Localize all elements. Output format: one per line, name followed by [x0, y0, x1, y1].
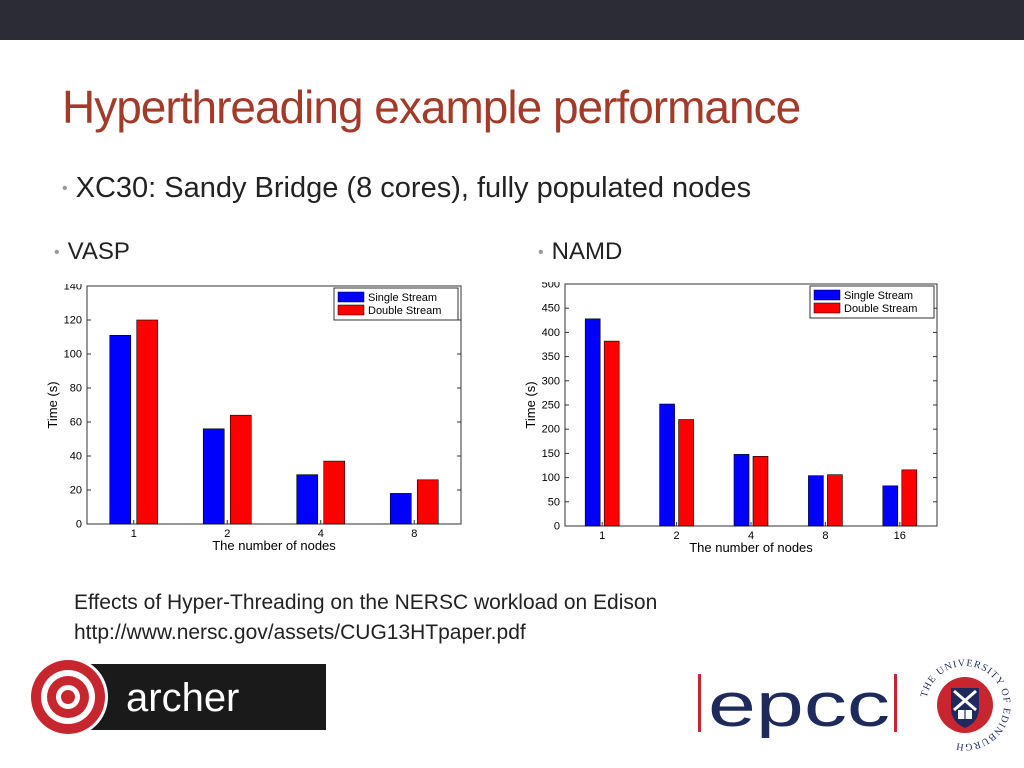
legend-swatch — [337, 291, 365, 303]
bar-double-stream — [323, 460, 346, 525]
y-tick-label: 200 — [542, 424, 560, 436]
y-tick-label: 40 — [70, 451, 82, 463]
caption: Effects of Hyper-Threading on the NERSC … — [74, 588, 657, 648]
x-tick-label: 16 — [894, 530, 906, 542]
y-tick-label: 250 — [542, 400, 560, 412]
y-tick-label: 80 — [70, 383, 82, 395]
namd-bullet: • NAMD — [538, 238, 622, 266]
bar-single-stream — [389, 493, 412, 525]
x-tick-label: 2 — [224, 528, 230, 540]
bar-single-stream — [733, 454, 750, 527]
y-axis-label: Time (s) — [523, 381, 538, 428]
vasp-bullet: • VASP — [54, 238, 130, 266]
y-tick-label: 300 — [542, 375, 560, 387]
bullet-dot-icon: • — [54, 243, 60, 261]
legend-label: Double Stream — [844, 303, 917, 315]
bar-double-stream — [901, 469, 918, 527]
y-tick-label: 350 — [542, 351, 560, 363]
legend-swatch — [337, 304, 365, 316]
bullet-dot-icon: • — [538, 243, 544, 261]
bar-single-stream — [202, 428, 225, 525]
y-tick-label: 0 — [76, 519, 82, 531]
archer-logo-text: archer — [126, 676, 239, 720]
epcc-logo-text: epcc — [708, 671, 890, 738]
caption-text: Effects of Hyper-Threading on the NERSC … — [74, 591, 658, 614]
slide-title: Hyperthreading example performance — [62, 81, 801, 133]
y-tick-label: 60 — [70, 417, 82, 429]
bar-double-stream — [229, 414, 252, 525]
y-tick-label: 500 — [542, 282, 560, 291]
bar-single-stream — [659, 403, 675, 527]
x-tick-label: 8 — [822, 530, 828, 542]
bar-double-stream — [416, 479, 439, 525]
top-bar — [0, 0, 1024, 40]
y-tick-label: 120 — [64, 315, 82, 327]
x-tick-label: 8 — [411, 528, 417, 540]
legend-label: Single Stream — [368, 292, 437, 304]
bar-double-stream — [752, 456, 769, 527]
namd-chart: 0 50 100 150 200 250 300 350 400 450 500 1 2 4 8 16 The … — [523, 282, 938, 555]
bar-single-stream — [584, 318, 601, 527]
y-tick-label: 400 — [542, 327, 560, 339]
legend-label: Double Stream — [368, 305, 441, 317]
x-tick-label: 1 — [599, 530, 605, 542]
y-tick-label: 140 — [64, 284, 82, 293]
bar-single-stream — [808, 475, 824, 527]
namd-label: NAMD — [551, 238, 623, 265]
vasp-label: VASP — [67, 238, 130, 265]
bar-single-stream — [882, 485, 899, 527]
plot-area — [564, 283, 938, 527]
y-tick-label: 150 — [542, 448, 560, 460]
x-tick-label: 4 — [748, 530, 754, 542]
epcc-logo: epcc — [698, 671, 897, 738]
y-tick-label: 100 — [64, 349, 82, 361]
x-axis-label: The number of nodes — [689, 540, 813, 555]
source-link[interactable]: http://www.nersc.gov/assets/CUG13HTpaper… — [74, 621, 526, 644]
bar-single-stream — [296, 474, 319, 525]
main-bullet: • XC30: Sandy Bridge (8 cores), fully pop… — [62, 172, 751, 205]
x-tick-label: 4 — [318, 528, 324, 540]
bullet-dot-icon: • — [62, 180, 68, 198]
y-tick-label: 20 — [70, 485, 82, 497]
archer-logo: archer — [28, 657, 326, 737]
main-bullet-text: XC30: Sandy Bridge (8 cores), fully popu… — [75, 172, 752, 204]
bar-double-stream — [678, 419, 694, 527]
bar-double-stream — [603, 340, 620, 527]
y-tick-label: 50 — [548, 496, 560, 508]
vasp-chart: 0 20 40 60 80 100 120 140 1 2 4 8 The number of node… — [45, 284, 462, 553]
y-tick-label: 100 — [542, 472, 560, 484]
bar-double-stream — [136, 319, 159, 525]
legend-swatch — [813, 289, 841, 301]
university-logo: THE UNIVERSITY OF EDINBURGH — [919, 658, 1011, 752]
bar-single-stream — [109, 334, 132, 525]
legend-label: Single Stream — [844, 290, 913, 302]
y-tick-label: 0 — [554, 521, 560, 533]
y-axis-label: Time (s) — [45, 381, 60, 428]
x-axis-label: The number of nodes — [212, 538, 336, 553]
bar-double-stream — [827, 474, 843, 527]
legend-swatch — [813, 302, 841, 314]
x-tick-label: 1 — [131, 528, 137, 540]
x-tick-label: 2 — [674, 530, 680, 542]
y-tick-label: 450 — [542, 303, 560, 315]
